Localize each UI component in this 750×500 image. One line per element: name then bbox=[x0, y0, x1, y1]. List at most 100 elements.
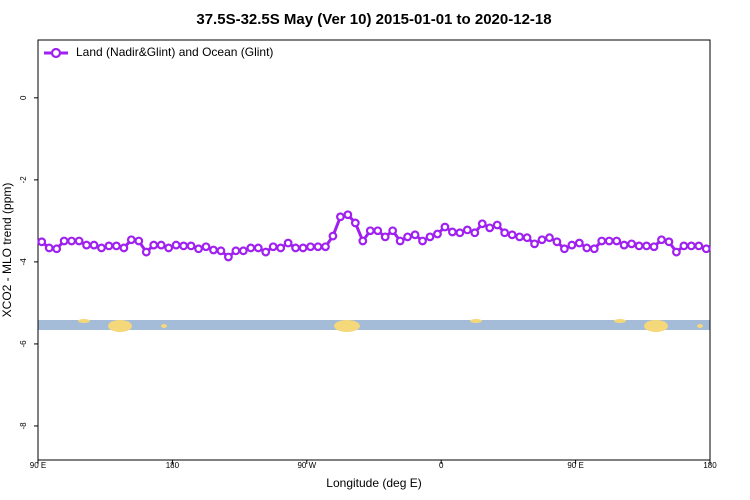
data-point bbox=[59, 236, 69, 246]
data-point bbox=[216, 246, 226, 256]
data-point bbox=[552, 237, 562, 247]
data-point bbox=[268, 242, 278, 252]
data-point bbox=[567, 240, 577, 250]
data-point bbox=[589, 244, 599, 254]
data-point bbox=[291, 243, 301, 253]
data-point bbox=[462, 225, 472, 235]
data-point bbox=[545, 233, 554, 243]
data-point bbox=[164, 243, 174, 253]
data-point bbox=[149, 240, 159, 250]
data-point bbox=[336, 212, 345, 222]
data-point bbox=[89, 240, 99, 250]
y-tick-label: -4 bbox=[19, 258, 28, 266]
chart-title: 37.5S-32.5S May (Ver 10) 2015-01-01 to 2… bbox=[196, 11, 551, 28]
data-point bbox=[365, 226, 375, 236]
data-point bbox=[194, 244, 203, 254]
data-point bbox=[134, 236, 144, 246]
data-point bbox=[388, 226, 398, 236]
data-point bbox=[627, 239, 636, 249]
y-tick-label: -6 bbox=[19, 340, 28, 348]
x-tick-label: 90 E bbox=[30, 461, 46, 470]
plot-frame bbox=[37, 39, 711, 461]
data-point bbox=[477, 219, 487, 229]
data-point bbox=[530, 239, 539, 249]
y-tick-label: -2 bbox=[19, 176, 28, 184]
x-tick-label: 90 E bbox=[567, 461, 583, 470]
data-point bbox=[119, 243, 129, 253]
data-point bbox=[37, 237, 47, 247]
data-point bbox=[657, 235, 666, 245]
data-point bbox=[223, 252, 233, 262]
data-point bbox=[537, 235, 547, 245]
data-point bbox=[604, 236, 614, 246]
data-point bbox=[380, 232, 390, 242]
data-point bbox=[455, 228, 465, 238]
data-point bbox=[679, 241, 689, 251]
data-point bbox=[283, 238, 293, 248]
data-point bbox=[298, 243, 308, 253]
data-point bbox=[649, 242, 659, 252]
data-point bbox=[619, 240, 629, 250]
map-strip bbox=[38, 319, 710, 332]
x-tick-label: 0 bbox=[439, 461, 444, 470]
data-point bbox=[522, 233, 532, 243]
data-point bbox=[156, 240, 166, 250]
y-tick-label: -8 bbox=[19, 422, 28, 430]
data-point bbox=[74, 236, 84, 246]
x-tick-label: 180 bbox=[166, 461, 180, 470]
data-point bbox=[582, 243, 592, 253]
data-point bbox=[104, 241, 114, 251]
data-point bbox=[515, 232, 524, 242]
data-point bbox=[321, 242, 330, 252]
data-point bbox=[82, 240, 91, 250]
x-axis-label: Longitude (deg E) bbox=[326, 476, 421, 490]
y-axis-label: XCO2 - MLO trend (ppm) bbox=[0, 183, 14, 318]
data-point bbox=[350, 218, 360, 228]
data-point bbox=[358, 236, 368, 246]
data-point bbox=[261, 247, 271, 257]
data-point bbox=[246, 243, 256, 253]
data-point bbox=[634, 241, 644, 251]
legend-label: Land (Nadir&Glint) and Ocean (Glint) bbox=[76, 45, 273, 59]
data-point bbox=[186, 241, 196, 251]
data-point bbox=[126, 235, 136, 245]
data-point bbox=[313, 242, 323, 252]
data-point bbox=[470, 228, 480, 238]
data-point bbox=[574, 238, 584, 248]
series-line bbox=[40, 213, 707, 259]
legend-marker bbox=[50, 47, 62, 59]
data-point bbox=[171, 240, 181, 250]
x-tick-label: 90 W bbox=[297, 461, 316, 470]
data-point bbox=[238, 246, 248, 256]
data-point bbox=[343, 210, 353, 220]
data-point bbox=[694, 241, 704, 251]
data-point bbox=[612, 236, 622, 246]
data-point bbox=[328, 231, 338, 241]
data-point bbox=[395, 236, 405, 246]
data-point bbox=[433, 229, 442, 239]
data-point bbox=[373, 226, 383, 236]
data-point bbox=[664, 237, 674, 247]
y-tick-label: 0 bbox=[19, 95, 28, 100]
data-point bbox=[209, 245, 218, 255]
data-point bbox=[507, 230, 517, 240]
data-point bbox=[597, 236, 607, 246]
data-point bbox=[403, 232, 413, 242]
data-point bbox=[141, 247, 151, 257]
data-point bbox=[686, 241, 696, 251]
data-point bbox=[642, 241, 651, 251]
data-point bbox=[276, 243, 286, 253]
data-point bbox=[701, 244, 711, 254]
data-point bbox=[52, 244, 62, 254]
data-point bbox=[410, 230, 420, 240]
data-point bbox=[425, 232, 435, 242]
data-point bbox=[418, 236, 427, 246]
data-point bbox=[111, 241, 121, 251]
data-point bbox=[672, 247, 681, 257]
data-point bbox=[179, 241, 189, 251]
data-point bbox=[97, 243, 106, 253]
data-point bbox=[67, 236, 76, 246]
data-point bbox=[201, 242, 211, 252]
data-point bbox=[44, 243, 54, 253]
